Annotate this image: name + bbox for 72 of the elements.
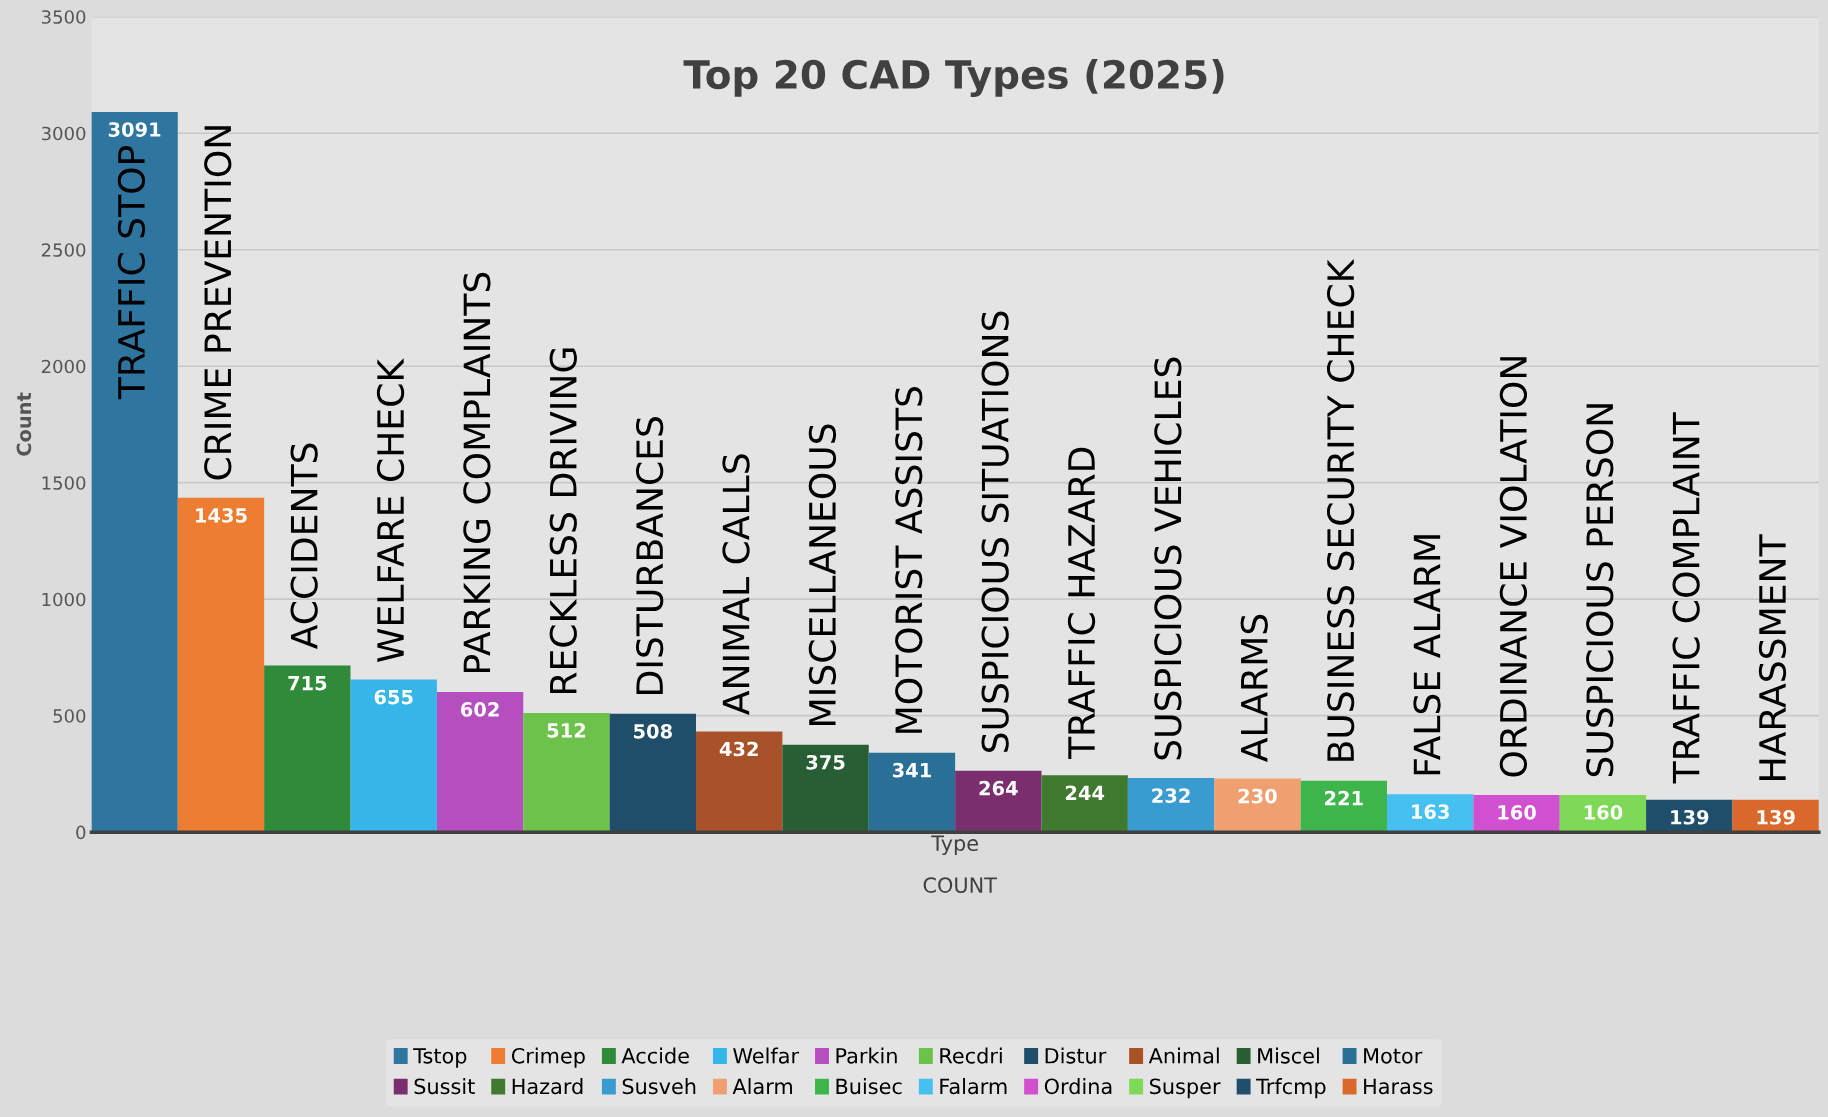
legend-label: Ordina xyxy=(1044,1078,1112,1095)
x-tick-label: BUSINESS SECURITY CHECK xyxy=(1326,258,1355,761)
legend-label: Motor xyxy=(1364,1048,1423,1064)
data-label: 160 xyxy=(1584,805,1623,820)
data-label: 655 xyxy=(374,689,413,705)
legend-label: Recdri xyxy=(940,1047,1002,1064)
legend-label: Alarm xyxy=(732,1078,792,1095)
x-tick-label: ANIMAL CALLS xyxy=(722,454,750,715)
data-label: 432 xyxy=(719,741,758,757)
legend-label: Sussit xyxy=(414,1078,475,1095)
x-tick-label: TRAFFIC HAZARD xyxy=(1067,447,1096,760)
data-label: 160 xyxy=(1498,805,1536,820)
data-label: 1435 xyxy=(196,507,247,523)
legend-label: Susveh xyxy=(622,1078,696,1095)
data-label: 512 xyxy=(547,723,586,738)
legend-label: Tstop xyxy=(413,1048,467,1068)
x-tick-label: CRIME PREVENTION xyxy=(204,126,232,480)
data-label: 230 xyxy=(1238,788,1277,804)
data-label: 341 xyxy=(892,762,931,778)
x-tick-label: FALSE ALARM xyxy=(1413,535,1441,775)
y-tick-label: 2500 xyxy=(41,243,86,257)
x-tick-label: SUSPICIOUS VEHICLES xyxy=(1154,357,1182,760)
y-tick-label: 1500 xyxy=(42,476,86,490)
x-tick-label: ALARMS xyxy=(1240,614,1268,762)
text: Top 20 CAD Types (2025) xyxy=(683,59,1224,98)
x-tick-label: ACCIDENTS xyxy=(290,443,318,649)
x-tick-label: SUSPICIOUS SITUATIONS xyxy=(981,311,1009,752)
legend-label: Susper xyxy=(1150,1078,1221,1099)
x-tick-label: WELFARE CHECK xyxy=(376,358,405,663)
x-tick-label: SUSPICIOUS PERSON xyxy=(1586,404,1614,777)
x-tick-label: PARKING COMPLAINTS xyxy=(463,272,491,673)
x-tick-label: RECKLESS DRIVING xyxy=(549,348,577,694)
legend-label: Buisec xyxy=(836,1078,902,1095)
y-tick-label: 3000 xyxy=(41,126,86,141)
y-tick-label: 0 xyxy=(76,825,86,840)
legend-label: Animal xyxy=(1148,1047,1219,1064)
x-tick-label: MOTORIST ASSISTS xyxy=(895,387,923,733)
legend-label: Harass xyxy=(1364,1078,1433,1095)
legend-label: Miscel xyxy=(1258,1047,1319,1064)
legend-label: Welfar xyxy=(733,1047,800,1064)
legend-label: Distur xyxy=(1045,1047,1107,1064)
y-axis-title: Count xyxy=(16,392,32,456)
data-label: 264 xyxy=(979,780,1018,796)
x-tick-label: TRAFFIC COMPLAINT xyxy=(1672,412,1700,784)
data-label: 602 xyxy=(460,702,499,717)
legend-label: Accide xyxy=(621,1047,689,1064)
legend-label: Falarm xyxy=(940,1078,1007,1095)
data-label: 139 xyxy=(1757,809,1795,825)
x-tick-label: ORDINANCE VIOLATION xyxy=(1499,357,1528,777)
x-tick-label: HARASSMENT xyxy=(1758,534,1787,780)
y-tick-label: 3500 xyxy=(41,10,86,24)
legend-label: Trfcmp xyxy=(1256,1078,1326,1099)
x-tick-label: TRAFFIC STOP xyxy=(117,145,146,400)
text: COUNT xyxy=(923,877,998,893)
data-label: 3091 xyxy=(108,122,161,137)
data-label: 508 xyxy=(634,723,672,739)
data-label: 221 xyxy=(1325,790,1363,806)
data-label: 244 xyxy=(1065,785,1105,800)
data-label: 375 xyxy=(806,754,845,770)
x-tick-label: DISTURBANCES xyxy=(635,417,664,694)
data-label: 232 xyxy=(1152,788,1190,803)
legend-label: Hazard xyxy=(512,1078,583,1095)
legend-label: Parkin xyxy=(836,1047,897,1064)
x-tick-label: MISCELLANEOUS xyxy=(808,424,837,725)
y-tick-label: 1000 xyxy=(42,592,86,607)
y-tick-label: 2000 xyxy=(41,359,86,374)
legend-label: Crimep xyxy=(511,1047,585,1068)
y-tick-label: 500 xyxy=(53,709,86,723)
data-label: 163 xyxy=(1412,804,1449,820)
x-axis-title: Type xyxy=(931,835,978,856)
data-label: 715 xyxy=(288,675,327,691)
data-label: 139 xyxy=(1671,809,1709,825)
